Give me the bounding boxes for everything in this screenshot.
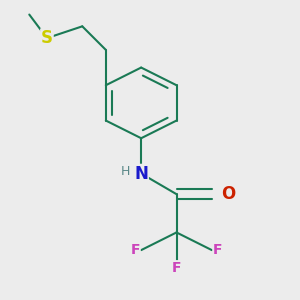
Text: O: O: [221, 185, 235, 203]
Text: H: H: [120, 165, 130, 178]
Text: F: F: [130, 243, 140, 257]
Text: S: S: [41, 29, 53, 47]
Text: N: N: [134, 165, 148, 183]
Text: F: F: [213, 243, 223, 257]
Text: F: F: [172, 261, 181, 275]
